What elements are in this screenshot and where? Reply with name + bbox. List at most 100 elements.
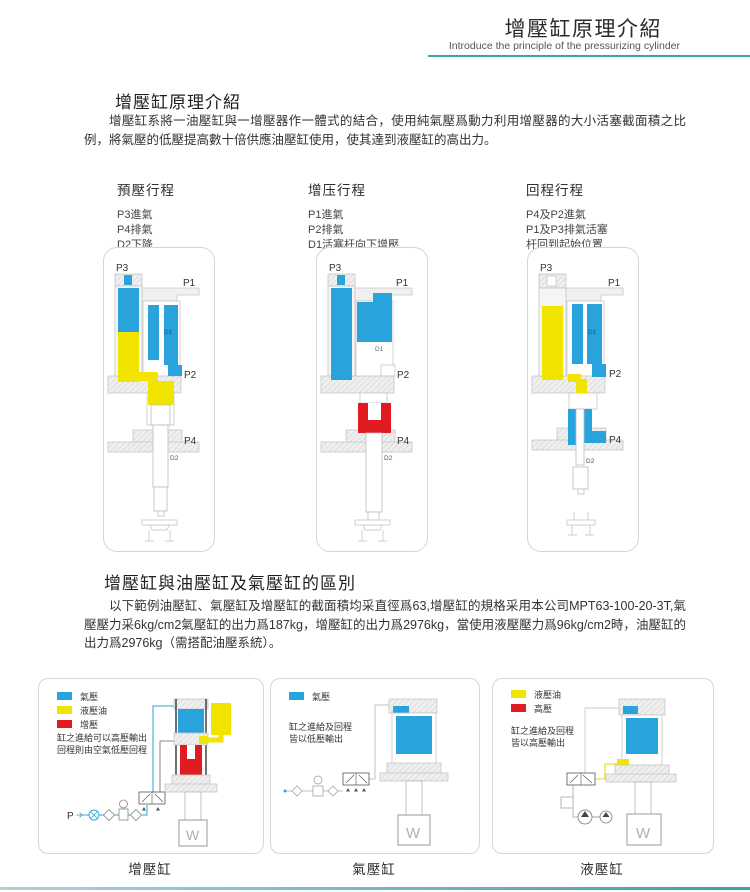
air-swatch [57,692,72,700]
legend-row: 高壓 [511,701,561,715]
pneumatic-note: 缸之進給及回程 皆以低壓輸出 [289,721,352,745]
legend: 氣壓 [289,689,330,703]
booster-note: 缸之進給可以高壓輸出 回程則由空氣低壓回程 [57,732,147,756]
legend-label: 高壓 [534,703,553,714]
legend-label: 氣壓 [312,691,331,702]
header-divider [428,55,750,57]
note-line: 缸之進給及回程 [511,726,575,736]
section1-body: 增壓缸系將一油壓缸與一增壓器作一體式的結合，使用純氣壓爲動力利用增壓器的大小活塞… [84,114,686,147]
section1-heading: 增壓缸原理介紹 [115,93,241,112]
cylinder-section-drawing: P3 P1 D1 P2 P4 D2 [531,263,624,536]
diagram-prepressure-stroke: P3 P1 D1 P2 P4 D2 [103,247,215,552]
machine-base [354,519,391,542]
label-w: W [186,827,200,843]
stroke-line: P4及P2進氣 [526,209,586,221]
cylinder-section-drawing: P3 P1 D1 P2 P4 D2 [320,263,413,542]
section2-heading: 增壓缸與油壓缸及氣壓缸的區別 [104,574,356,593]
regulator-icon [312,785,324,797]
diagram-return-stroke: P3 P1 D1 P2 P4 D2 [527,247,639,552]
label-d2: D2 [170,455,179,462]
label-d2: D2 [586,458,595,465]
page-bottom-divider [0,887,750,890]
comparison-pneumatic-cylinder: W 氣壓 缸之進給及回程 皆以低壓輸出 [270,678,480,854]
oil-reservoir [211,703,231,735]
label-p1: P1 [396,278,409,289]
machine-base [566,512,596,536]
legend-label: 氣壓 [80,691,99,702]
stroke-title: 增压行程 [308,183,366,198]
high-pressure-swatch [511,704,526,712]
stroke-line: P2排氣 [308,224,344,236]
booster-circuit-drawing: P W [67,698,231,847]
stroke-line: P3進氣 [117,209,153,221]
label-p4: P4 [184,436,197,447]
label-p4: P4 [397,436,410,447]
stroke-line: P4排氣 [117,224,153,236]
hydraulic-note: 缸之進給及回程 皆以高壓輸出 [511,725,574,749]
legend-row: 增壓 [57,717,107,731]
lubricator-icon [327,785,339,797]
workpiece-box [178,819,208,847]
stroke-column-return: 回程行程 P4及P2進氣 P1及P3排氣活塞 杆回到起始位置 [526,179,608,253]
label-p4: P4 [609,435,622,446]
oil-swatch [57,706,72,714]
air-swatch [289,692,304,700]
comparison-booster-cylinder: P W 氣壓 液壓油 增壓 缸之進給可以高壓輸出 回程則由空氣低壓回程 [38,678,264,854]
page-title: 增壓缸原理介紹 [504,18,662,41]
relief-valve-icon [560,796,574,809]
flow-arrow [76,812,83,818]
workpiece-box [626,813,662,846]
label-p3: P3 [116,263,129,274]
stroke-column-boost: 增压行程 P1進氣 P2排氣 D1活塞杆向下增壓 [308,179,399,253]
legend-row: 氣壓 [57,689,107,703]
label-d1: D1 [164,329,173,336]
label-p3: P3 [540,263,553,274]
pneumatic-circuit-drawing: W [283,698,449,846]
page-subtitle: Introduce the principle of the pressuriz… [448,40,680,52]
legend-label: 液壓油 [534,689,562,700]
stroke-column-prepressure: 預壓行程 P3進氣 P4排氣 D2下降 [117,179,175,253]
note-line: 回程則由空氣低壓回程 [57,745,148,755]
machine-base [141,519,178,542]
stroke-title: 預壓行程 [117,183,175,198]
stroke-title: 回程行程 [526,183,584,198]
legend-row: 液壓油 [57,703,107,717]
label-w: W [636,825,651,842]
comparison-hydraulic-cylinder: W 液壓油 高壓 缸之進給及回程 皆以高壓輸出 [492,678,714,854]
label-p2: P2 [609,369,622,380]
comparison-label-hydraulic: 液壓缸 [580,862,624,877]
legend: 氣壓 液壓油 增壓 [57,689,107,731]
stroke-line: P1進氣 [308,209,344,221]
label-d2: D2 [384,455,393,462]
section2-body: 以下範例油壓缸、氣壓缸及增壓缸的截面積均采直徑爲63,增壓缸的規格采用本公司MP… [84,599,686,650]
label-p2: P2 [397,370,410,381]
legend: 液壓油 高壓 [511,687,561,715]
cylinder-section-drawing: P3 P1 D1 P2 P4 D2 [107,263,200,542]
label-d1: D1 [588,329,597,336]
diagram-boost-stroke: P3 P1 D1 P2 P4 D2 [316,247,428,552]
boost-swatch [57,720,72,728]
label-w: W [406,825,421,842]
regulator-icon [118,808,129,821]
note-line: 缸之進給可以高壓輸出 [57,733,148,743]
filter-icon [102,808,116,822]
stroke-line: P1及P3排氣活塞 [526,224,608,236]
label-p-port: P [67,811,74,822]
note-line: 皆以高壓輸出 [511,738,566,748]
oil-swatch [511,690,526,698]
label-p3: P3 [329,263,342,274]
filter-icon [291,785,303,797]
note-line: 皆以低壓輸出 [289,734,344,744]
hydraulic-circuit-drawing: W [560,698,677,846]
lubricator-icon [129,808,143,822]
legend-row: 液壓油 [511,687,561,701]
legend-label: 液壓油 [80,705,108,716]
label-p1: P1 [608,278,621,289]
comparison-label-booster: 增壓缸 [128,862,172,877]
label-p1: P1 [183,278,196,289]
workpiece-box [397,814,431,846]
label-d1: D1 [375,346,384,353]
legend-row: 氣壓 [289,689,330,703]
legend-label: 增壓 [80,719,99,730]
